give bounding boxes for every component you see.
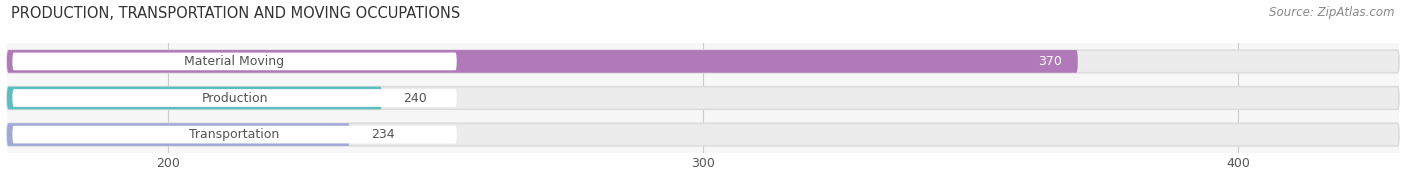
FancyBboxPatch shape [7, 50, 1078, 73]
FancyBboxPatch shape [13, 53, 457, 70]
FancyBboxPatch shape [7, 123, 350, 146]
FancyBboxPatch shape [13, 89, 457, 107]
Text: Transportation: Transportation [190, 128, 280, 141]
Text: 240: 240 [404, 92, 427, 104]
FancyBboxPatch shape [13, 126, 457, 143]
Text: Production: Production [201, 92, 267, 104]
Text: Material Moving: Material Moving [184, 55, 284, 68]
FancyBboxPatch shape [7, 50, 1399, 73]
Text: 370: 370 [1038, 55, 1062, 68]
Text: Source: ZipAtlas.com: Source: ZipAtlas.com [1270, 6, 1395, 19]
Text: 234: 234 [371, 128, 395, 141]
FancyBboxPatch shape [7, 87, 382, 109]
FancyBboxPatch shape [7, 87, 1399, 109]
FancyBboxPatch shape [7, 123, 1399, 146]
Text: PRODUCTION, TRANSPORTATION AND MOVING OCCUPATIONS: PRODUCTION, TRANSPORTATION AND MOVING OC… [11, 6, 461, 21]
